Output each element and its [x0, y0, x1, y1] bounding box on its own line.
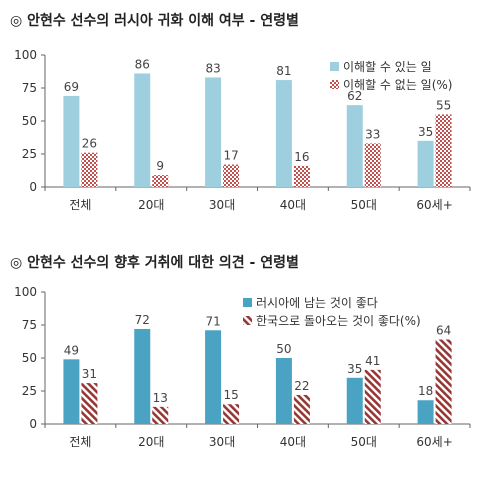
legend-label: 러시아에 남는 것이 좋다: [256, 296, 378, 310]
bar-series-1: [63, 95, 80, 187]
y-tick-label: 0: [29, 180, 37, 194]
legend-label: 한국으로 돌아오는 것이 좋다(%): [256, 314, 421, 328]
bar-series-2: [152, 175, 169, 187]
data-label: 83: [205, 61, 220, 75]
data-label: 16: [294, 150, 309, 164]
y-tick-label: 50: [22, 351, 37, 365]
x-tick-label: 전체: [69, 435, 91, 449]
bar-series-2: [293, 394, 310, 424]
data-label: 86: [135, 57, 150, 71]
bar-series-2: [223, 404, 240, 424]
bar-series-2: [152, 406, 169, 424]
data-label: 55: [436, 98, 451, 112]
data-label: 33: [365, 127, 380, 141]
bar-series-2: [293, 165, 310, 187]
bar-series-2: [81, 152, 98, 187]
x-tick-label: 60세+: [416, 198, 452, 212]
bar-series-1: [417, 140, 434, 187]
data-label: 22: [294, 379, 309, 393]
data-label: 18: [418, 384, 433, 398]
data-label: 9: [156, 159, 164, 173]
data-label: 41: [365, 354, 380, 368]
bar-series-2: [435, 114, 452, 187]
chart-2-title: ◎ 안현수 선수의 향후 거취에 대한 의견 - 연령별: [10, 255, 299, 271]
legend-swatch: [330, 62, 339, 71]
data-label: 31: [82, 367, 97, 381]
x-tick-label: 40대: [280, 198, 306, 212]
data-label: 69: [64, 80, 79, 94]
data-label: 62: [347, 89, 362, 103]
legend-label: 이해할 수 없는 일(%): [343, 78, 453, 92]
data-label: 64: [436, 324, 451, 338]
bar-series-1: [275, 80, 292, 187]
x-tick-label: 50대: [351, 435, 377, 449]
data-label: 72: [135, 313, 150, 327]
y-tick-label: 0: [29, 417, 37, 431]
bar-series-2: [364, 143, 381, 187]
data-label: 26: [82, 137, 97, 151]
data-label: 13: [153, 391, 168, 405]
x-tick-label: 60세+: [416, 435, 452, 449]
x-tick-label: 50대: [351, 198, 377, 212]
y-tick-label: 25: [22, 147, 37, 161]
bar-series-1: [134, 73, 151, 187]
x-tick-label: 20대: [138, 198, 164, 212]
x-tick-label: 전체: [69, 198, 91, 212]
bar-series-1: [205, 330, 222, 424]
data-label: 17: [223, 149, 238, 163]
y-tick-label: 50: [22, 114, 37, 128]
bar-series-1: [134, 328, 151, 424]
legend-label: 이해할 수 있는 일: [343, 60, 432, 74]
legend-swatch: [243, 316, 252, 325]
chart-1-title: ◎ 안현수 선수의 러시아 귀화 이해 여부 - 연령별: [10, 13, 299, 29]
bar-series-1: [417, 400, 434, 424]
y-tick-label: 75: [22, 318, 37, 332]
bar-series-1: [205, 77, 222, 187]
bar-series-2: [81, 383, 98, 424]
bar-series-1: [346, 377, 363, 424]
x-tick-label: 40대: [280, 435, 306, 449]
bar-series-1: [275, 358, 292, 424]
data-label: 71: [205, 314, 220, 328]
data-label: 49: [64, 343, 79, 357]
legend-swatch: [330, 80, 339, 89]
bar-series-1: [346, 105, 363, 187]
data-label: 35: [418, 125, 433, 139]
x-tick-label: 20대: [138, 435, 164, 449]
bar-series-1: [63, 359, 80, 424]
x-tick-label: 30대: [209, 198, 235, 212]
data-label: 35: [347, 362, 362, 376]
y-tick-label: 100: [14, 285, 37, 299]
data-label: 81: [276, 64, 291, 78]
y-tick-label: 75: [22, 81, 37, 95]
x-tick-label: 30대: [209, 435, 235, 449]
y-tick-label: 100: [14, 48, 37, 62]
bar-series-2: [435, 339, 452, 424]
data-label: 50: [276, 342, 291, 356]
bar-series-2: [364, 369, 381, 424]
legend-swatch: [243, 298, 252, 307]
data-label: 15: [223, 388, 238, 402]
bar-series-2: [223, 164, 240, 187]
y-tick-label: 25: [22, 384, 37, 398]
